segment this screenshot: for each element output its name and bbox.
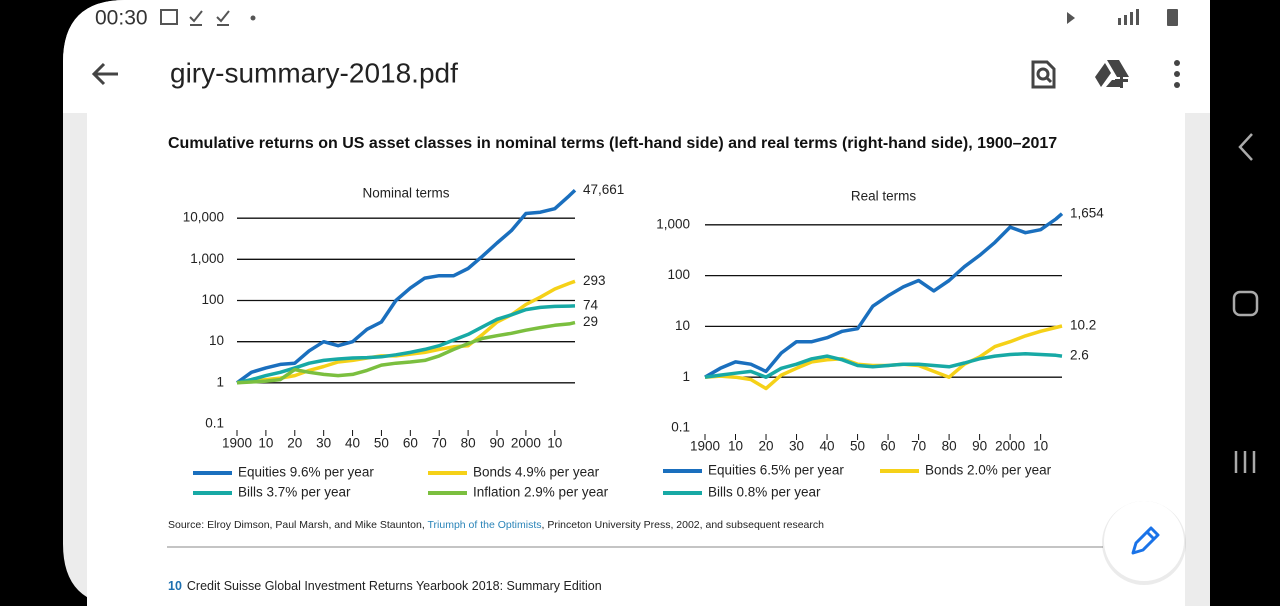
end-label: 1,654 [1070, 205, 1104, 220]
series-line [704, 212, 1064, 379]
x-tick-label: 20 [287, 436, 302, 451]
series-line [236, 320, 576, 385]
x-tick-label: 10 [547, 436, 562, 451]
legend-label: Equities 6.5% per year [708, 463, 844, 478]
y-tick-label: 100 [201, 292, 224, 307]
x-tick-label: 60 [403, 436, 418, 451]
x-tick-label: 1900 [690, 439, 720, 454]
x-tick-label: 40 [345, 436, 360, 451]
y-tick-label: 10 [675, 318, 690, 333]
back-button[interactable] [91, 62, 118, 86]
x-tick-label: 1900 [222, 436, 252, 451]
x-tick-label: 80 [942, 439, 957, 454]
y-tick-label: 10,000 [183, 210, 224, 225]
x-tick-label: 80 [461, 436, 476, 451]
y-tick-label: 1 [216, 374, 224, 389]
nav-home[interactable] [1232, 290, 1259, 317]
menu-button[interactable] [1174, 60, 1180, 88]
x-tick-label: 10 [728, 439, 743, 454]
status-dot [250, 15, 256, 21]
source: Source: Elroy Dimson, Paul Marsh, and Mi… [168, 519, 824, 531]
x-tick-label: 20 [759, 439, 774, 454]
series-line [704, 351, 1063, 379]
y-tick-label: 1,000 [190, 251, 224, 266]
x-tick-label: 30 [316, 436, 331, 451]
source-suffix: , Princeton University Press, 2002, and … [542, 519, 825, 531]
y-tick-label: 1,000 [656, 216, 690, 231]
y-tick-label: 100 [667, 267, 690, 282]
x-tick-label: 90 [972, 439, 987, 454]
search-doc-button[interactable] [1031, 60, 1056, 89]
x-tick-label: 50 [850, 439, 865, 454]
source-link[interactable]: Triumph of the Optimists [428, 519, 542, 531]
source-prefix: Source: Elroy Dimson, Paul Marsh, and Mi… [168, 519, 428, 531]
x-tick-label: 60 [881, 439, 896, 454]
edit-icon [1131, 526, 1160, 555]
y-tick-label: 0.1 [205, 416, 224, 431]
y-tick-label: 0.1 [671, 420, 690, 435]
y-tick-label: 1 [682, 369, 690, 384]
x-tick-label: 2000 [995, 439, 1025, 454]
y-tick-label: 10 [209, 333, 224, 348]
drive-button[interactable] [1095, 60, 1129, 88]
x-tick-label: 2000 [511, 436, 541, 451]
status-icons [160, 9, 230, 26]
chart-title: Real terms [851, 189, 917, 204]
x-tick-label: 50 [374, 436, 389, 451]
end-label: 47,661 [583, 182, 624, 197]
x-tick-label: 10 [258, 436, 273, 451]
series-line [235, 188, 577, 385]
figure-title: Cumulative returns on US asset classes i… [168, 135, 1057, 152]
x-tick-label: 70 [432, 436, 447, 451]
end-label: 2.6 [1070, 348, 1089, 363]
legend-label: Bonds 4.9% per year [473, 465, 600, 480]
top-bars [63, 0, 1210, 113]
end-label: 10.2 [1070, 318, 1096, 333]
footer: 10 Credit Suisse Global Investment Return… [168, 579, 602, 593]
end-label: 29 [583, 314, 598, 329]
end-label: 74 [583, 297, 599, 312]
nav-back[interactable] [1238, 133, 1253, 161]
charts: Nominal terms 0.1 1 10 100 1,000 10,000 1900 10 2… [183, 182, 1105, 500]
pdf-page [87, 113, 1185, 606]
legend-label: Bills 3.7% per year [238, 485, 351, 500]
x-tick-label: 30 [789, 439, 804, 454]
nav-recents[interactable] [1234, 451, 1256, 473]
legend-label: Inflation 2.9% per year [473, 485, 609, 500]
system-icons [1067, 9, 1178, 26]
end-label: 293 [583, 273, 606, 288]
x-tick-label: 90 [489, 436, 504, 451]
nav-icons [1232, 133, 1259, 473]
legend-label: Bonds 2.0% per year [925, 463, 1052, 478]
x-tick-label: 40 [820, 439, 835, 454]
x-tick-label: 70 [911, 439, 926, 454]
page-number: 10 [168, 579, 182, 593]
status-time: 00:30 [95, 7, 148, 30]
legend-label: Bills 0.8% per year [708, 485, 821, 500]
x-tick-label: 10 [1033, 439, 1048, 454]
edit-fab[interactable] [1104, 501, 1184, 581]
file-title: giry-summary-2018.pdf [170, 57, 458, 88]
chart-title: Nominal terms [362, 186, 449, 201]
footer-text: Credit Suisse Global Investment Returns … [187, 579, 602, 593]
legend-label: Equities 9.6% per year [238, 465, 374, 480]
